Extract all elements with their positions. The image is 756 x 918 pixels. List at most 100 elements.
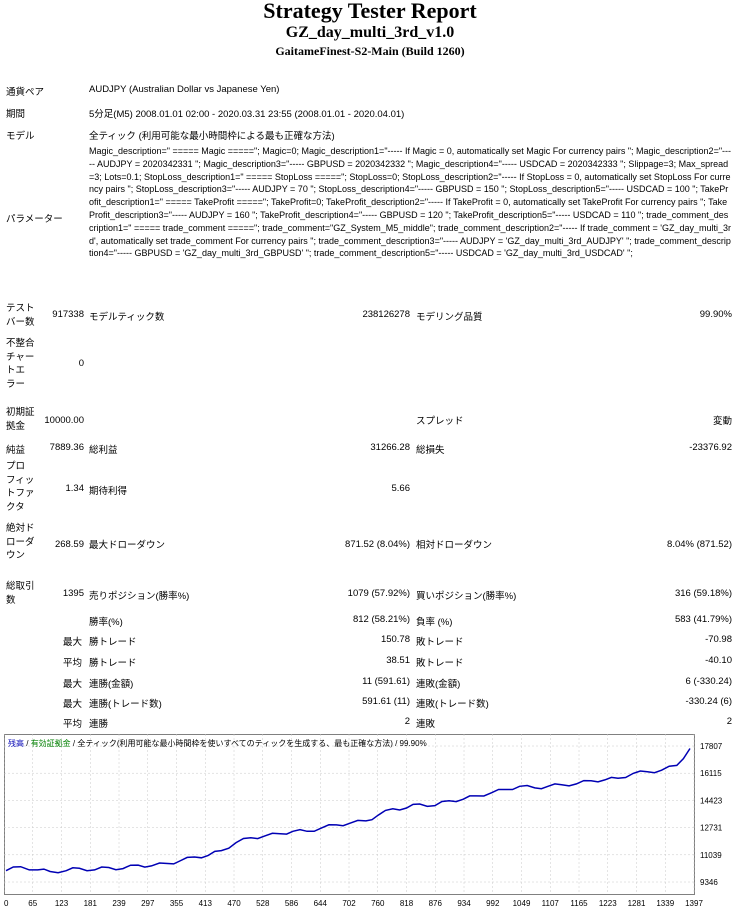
x-tick-label: 702	[342, 899, 356, 908]
chart-grid	[4, 734, 695, 894]
spread-label: スプレッド	[416, 416, 464, 427]
long-value: 316 (59.18%)	[674, 588, 732, 599]
avg-loss-label: 敗トレード	[416, 658, 464, 669]
report-title: Strategy Tester Report	[263, 0, 477, 23]
legend-balance: 残高	[8, 739, 24, 748]
rel-dd-label: 相対ドローダウン	[416, 540, 493, 551]
loss-value: 583 (41.79%)	[674, 614, 732, 625]
legend-model: 全ティック(利用可能な最小時間枠を使いすべてのティックを生成する、最も正確な方法…	[77, 739, 393, 748]
x-tick-label: 1223	[599, 899, 617, 908]
expected-value: 5.66	[391, 483, 411, 494]
max-dd-label: 最大ドローダウン	[89, 540, 166, 551]
x-tick-label: 123	[55, 899, 69, 908]
max-dd-value: 871.52 (8.04%)	[345, 539, 410, 550]
x-tick-label: 818	[400, 899, 414, 908]
x-tick-label: 297	[141, 899, 155, 908]
gross-profit-value: 31266.28	[370, 442, 410, 453]
deposit-label: 初期証 拠金	[6, 407, 35, 432]
largest-label-2: 最大	[63, 679, 83, 690]
x-tick-label: 65	[28, 899, 37, 908]
quality-value: 99.90%	[699, 309, 732, 320]
short-value: 1079 (57.92%)	[347, 588, 410, 599]
y-tick-label: 17807	[700, 742, 723, 751]
avg-cons-losses-label: 連敗	[416, 719, 436, 730]
bars-value: 917338	[52, 309, 84, 320]
average-label: 平均	[63, 658, 83, 669]
y-tick-label: 11039	[700, 851, 722, 860]
pf-label: プロ フィッ トファ クタ	[6, 461, 35, 513]
largest-label: 最大	[63, 637, 83, 648]
max-cons-losses-label: 連敗(金額)	[416, 679, 461, 690]
avg-win-value: 38.51	[386, 655, 410, 666]
ea-name: GZ_day_multi_3rd_v1.0	[285, 24, 455, 41]
x-tick-label: 992	[486, 899, 500, 908]
max-cons-wins-label: 連勝(金額)	[89, 679, 134, 690]
max-cons-loss-value: -330.24 (6)	[685, 696, 732, 707]
largest-win-value: 150.78	[380, 634, 410, 645]
balance-line	[5, 748, 691, 874]
largest-loss-value: -70.98	[705, 634, 732, 645]
legend-equity: 有効証拠金	[30, 739, 71, 748]
avg-win-label: 勝トレード	[89, 658, 137, 669]
x-tick-label: 1339	[656, 899, 674, 908]
max-cons-losses-value: 6 (-330.24)	[685, 676, 732, 687]
x-tick-label: 1281	[628, 899, 646, 908]
x-tick-label: 586	[285, 899, 299, 908]
gross-loss-label: 総損失	[416, 445, 445, 456]
x-tick-label: 413	[199, 899, 213, 908]
params-label: パラメーター	[6, 214, 63, 225]
bars-label: テスト バー数	[6, 303, 35, 328]
x-tick-label: 181	[84, 899, 98, 908]
abs-dd-value: 268.59	[54, 539, 84, 550]
model-label: モデル	[6, 131, 35, 142]
x-tick-label: 1107	[542, 899, 560, 908]
x-tick-label: 355	[170, 899, 184, 908]
total-label: 総取引 数	[6, 581, 35, 606]
win-label: 勝率(%)	[89, 617, 123, 628]
loss-label: 負率 (%)	[416, 617, 453, 628]
x-tick-label: 239	[112, 899, 126, 908]
avg-loss-value: -40.10	[705, 655, 732, 666]
expected-label: 期待利得	[89, 486, 128, 497]
y-tick-label: 12731	[700, 824, 723, 833]
period-value: 5分足(M5) 2008.01.01 02:00 - 2020.03.31 23…	[89, 109, 405, 120]
x-tick-label: 528	[256, 899, 270, 908]
params-value: Magic_description=" ===== Magic ====="; …	[89, 146, 732, 259]
y-tick-label: 9346	[700, 878, 718, 887]
y-tick-label: 14423	[700, 796, 723, 805]
legend-quality: 99.90%	[399, 739, 427, 748]
x-tick-label: 876	[429, 899, 443, 908]
deposit-value: 10000.00	[44, 415, 84, 426]
chart-y-ticks: 17807 16115 14423 12731 11039 9346	[700, 742, 723, 887]
win-value: 812 (58.21%)	[352, 614, 410, 625]
symbol-label: 通貨ペア	[6, 87, 45, 98]
gross-loss-value: -23376.92	[689, 442, 732, 453]
quality-label: モデリング品質	[416, 312, 483, 323]
spread-value: 変動	[712, 416, 732, 427]
chart-x-ticks: 0 65 123 181 239 297 355 413 470 528 586 644 702 760 8…	[4, 899, 703, 908]
x-tick-label: 470	[227, 899, 241, 908]
x-tick-label: 0	[4, 899, 9, 908]
avg-cons-losses-value: 2	[726, 716, 732, 727]
chart-plot-area	[4, 734, 695, 895]
x-tick-label: 1165	[570, 899, 588, 908]
pf-value: 1.34	[65, 483, 85, 494]
largest-win-label: 勝トレード	[89, 637, 137, 648]
gross-profit-label: 総利益	[89, 445, 118, 456]
max-cons-loss-label: 連敗(トレード数)	[416, 699, 489, 710]
net-label: 純益	[6, 445, 26, 456]
symbol-value: AUDJPY (Australian Dollar vs Japanese Ye…	[89, 84, 280, 95]
x-tick-label: 644	[314, 899, 328, 908]
model-value: 全ティック (利用可能な最小時間枠による最も正確な方法)	[89, 131, 335, 142]
ticks-value: 238126278	[362, 309, 410, 320]
balance-chart: 0 65 123 181 239 297 355 413 470 528 586 644 702 760 8…	[4, 734, 723, 908]
rel-dd-value: 8.04% (871.52)	[667, 539, 732, 550]
x-tick-label: 1049	[513, 899, 531, 908]
x-tick-label: 934	[457, 899, 471, 908]
avg-cons-wins-value: 2	[404, 716, 410, 727]
chart-legend: 残高 / 有効証拠金 / 全ティック(利用可能な最小時間枠を使いすべてのティック…	[8, 739, 427, 748]
abs-dd-label: 絶対ド ローダ ウン	[6, 523, 35, 561]
max-cons-profit-label: 連勝(トレード数)	[89, 699, 162, 710]
max-cons-profit-value: 591.61 (11)	[362, 696, 410, 707]
net-value: 7889.36	[49, 442, 84, 453]
